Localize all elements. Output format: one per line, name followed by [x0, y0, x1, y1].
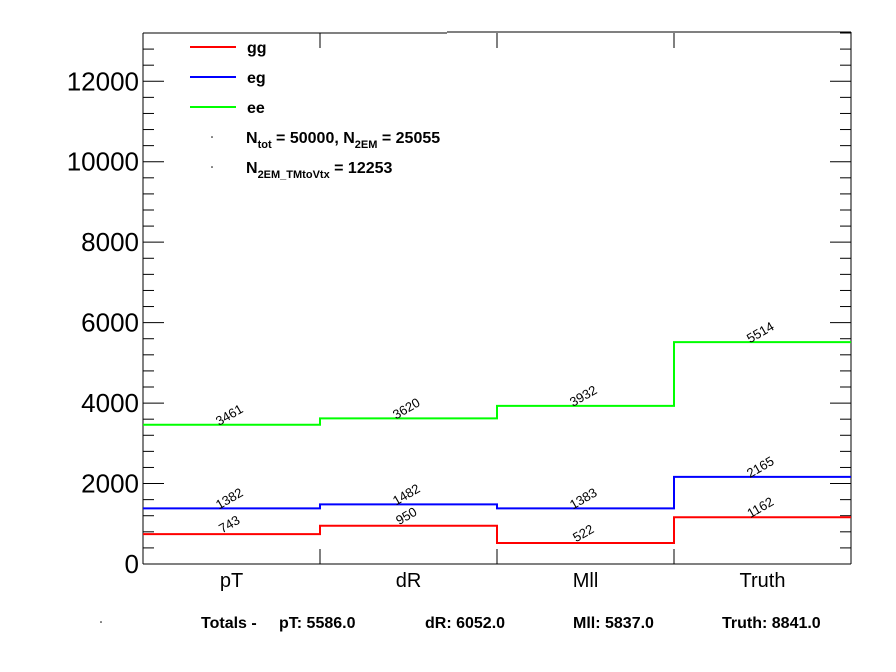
legend-ntot-text: Ntot = 50000, N2EM = 25055 — [246, 130, 440, 151]
legend-n2em-tail: = 12253 — [330, 160, 393, 177]
legend-marker-n2em — [211, 166, 213, 168]
x-category-label: pT — [220, 570, 243, 592]
legend-ntot-prefix: N — [246, 130, 258, 147]
totals-line: Totals - pT: 5586.0 dR: 6052.0 Mll: 5837… — [100, 615, 821, 632]
legend-label-eg: eg — [247, 70, 266, 87]
x-category-label: dR — [396, 570, 422, 592]
y-tick-label: 8000 — [81, 227, 139, 257]
legend-ntot-tail: = 25055 — [377, 130, 440, 147]
legend-marker-ntot — [211, 136, 213, 138]
totals-prefix: Totals - — [201, 615, 257, 632]
y-tick-label: 4000 — [81, 388, 139, 418]
series-group — [143, 341, 851, 545]
legend-ntot-mid: = 50000, N — [272, 130, 355, 147]
y-tick-label: 6000 — [81, 308, 139, 338]
legend: gg eg ee Ntot = 50000, N2EM = 25055 N2EM… — [190, 40, 440, 181]
totals-pt: pT: 5586.0 — [279, 615, 356, 632]
totals-mll: Mll: 5837.0 — [573, 615, 654, 632]
y-tick-label: 12000 — [67, 66, 139, 96]
totals-marker — [100, 621, 102, 623]
series-line-gg — [143, 516, 851, 545]
legend-n2em-text: N2EM_TMtoVtx = 12253 — [246, 160, 393, 181]
series-line-ee — [143, 341, 851, 426]
y-tick-label: 10000 — [67, 147, 139, 177]
x-category-label: Truth — [740, 570, 786, 592]
legend-label-gg: gg — [247, 40, 267, 57]
legend-label-ee: ee — [247, 100, 265, 117]
series-line-eg — [143, 475, 851, 510]
legend-ntot-sub: tot — [258, 139, 272, 151]
x-category-label: Mll — [573, 570, 599, 592]
legend-n2em-sub: 2EM — [355, 139, 378, 151]
totals-truth: Truth: 8841.0 — [722, 615, 821, 632]
legend-n2em-prefix: N — [246, 160, 258, 177]
y-tick-label: 0 — [125, 549, 139, 579]
legend-n2em-vtx-sub: 2EM_TMtoVtx — [258, 169, 331, 181]
totals-dr: dR: 6052.0 — [425, 615, 505, 632]
y-axis: 0 2000 4000 6000 8000 10000 12000 — [67, 32, 851, 579]
y-tick-label: 2000 — [81, 469, 139, 499]
x-axis: pT dR Mll Truth — [220, 33, 786, 592]
